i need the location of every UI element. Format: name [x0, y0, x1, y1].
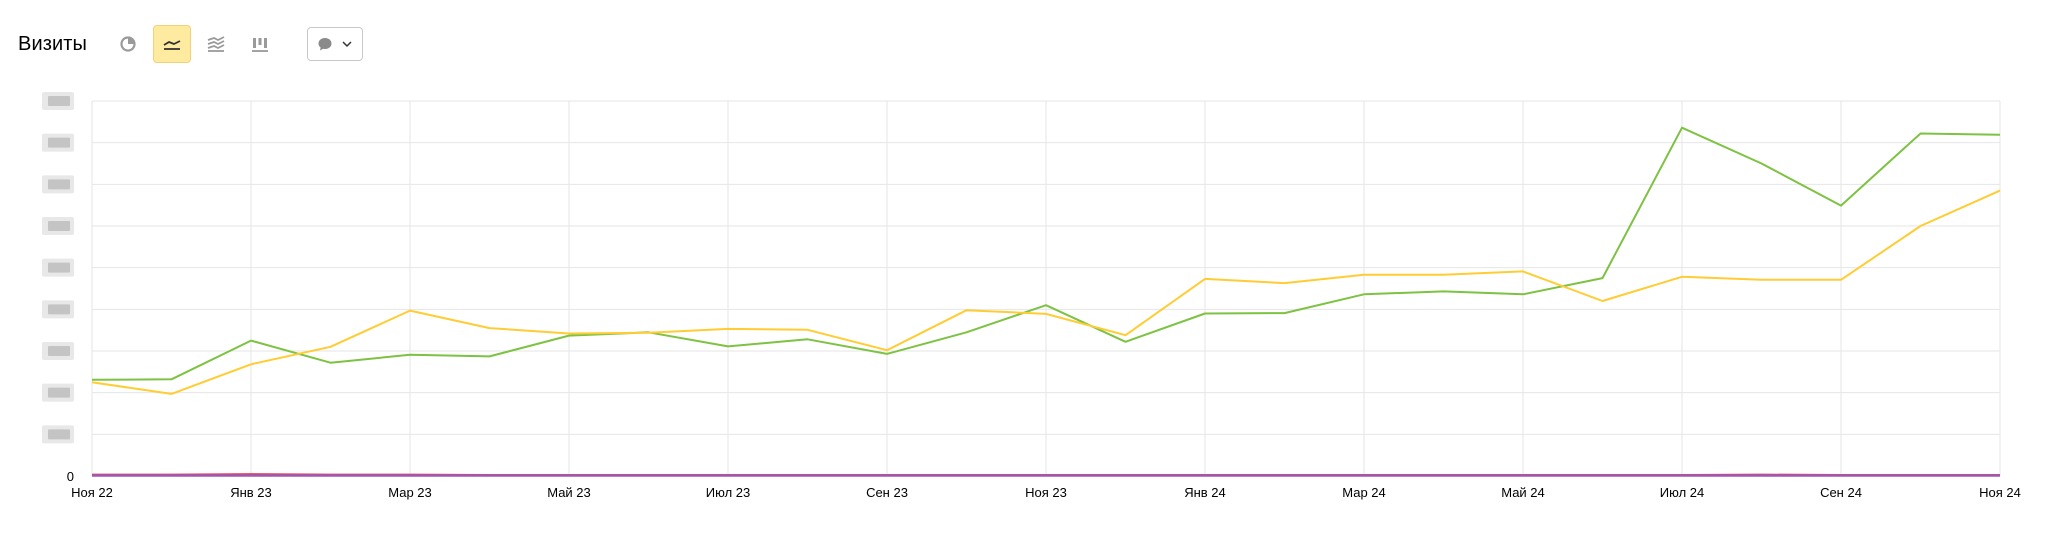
stacked-area-icon	[207, 36, 225, 52]
x-tick-label: Ноя 24	[1979, 485, 2021, 500]
redacted-label	[48, 262, 70, 273]
series-line-1	[91, 126, 2001, 381]
x-tick-label: Мар 24	[1342, 485, 1386, 500]
stacked-bar-icon	[252, 38, 268, 52]
stacked-bar-button[interactable]	[241, 25, 279, 63]
pie-chart-button[interactable]	[109, 25, 147, 63]
x-tick-label: Июл 24	[1660, 485, 1704, 500]
x-tick-label: Июл 23	[706, 485, 750, 500]
stacked-area-button[interactable]	[197, 25, 235, 63]
chart-toolbar: Визиты	[18, 24, 363, 64]
annotations-dropdown[interactable]	[307, 27, 363, 61]
speech-bubble-icon	[318, 38, 332, 51]
redacted-label	[48, 429, 70, 440]
series-lines	[91, 126, 2001, 477]
series-line-2	[91, 189, 2001, 395]
redacted-label	[48, 221, 70, 231]
x-tick-label: Янв 23	[230, 485, 272, 500]
line-chart-icon	[163, 40, 181, 50]
redacted-label	[48, 137, 70, 148]
line-chart-button[interactable]	[153, 25, 191, 63]
x-tick-label: Мар 23	[388, 485, 432, 500]
axis-ticks: Ноя 22 Янв 23 Мар 23 Май 23 Июл 23 Сен 23 Ноя …	[67, 469, 2021, 500]
x-tick-label: Сен 23	[866, 485, 908, 500]
x-tick-label: Май 24	[1501, 485, 1545, 500]
x-tick-label: Сен 24	[1820, 485, 1862, 500]
x-tick-label: Май 23	[547, 485, 591, 500]
redacted-label	[48, 96, 70, 106]
redacted-label	[48, 346, 70, 356]
redacted-label	[48, 387, 70, 398]
redacted-label	[48, 304, 70, 315]
chevron-down-icon	[342, 41, 352, 48]
redacted-label	[48, 179, 70, 190]
chart-title: Визиты	[18, 32, 87, 55]
grid	[91, 100, 2001, 477]
redacted-y-labels	[42, 92, 74, 444]
x-tick-label: Янв 24	[1184, 485, 1226, 500]
x-tick-label: Ноя 23	[1025, 485, 1067, 500]
y-tick-label: 0	[67, 469, 74, 484]
pie-chart-icon	[120, 36, 136, 52]
x-tick-label: Ноя 22	[71, 485, 113, 500]
